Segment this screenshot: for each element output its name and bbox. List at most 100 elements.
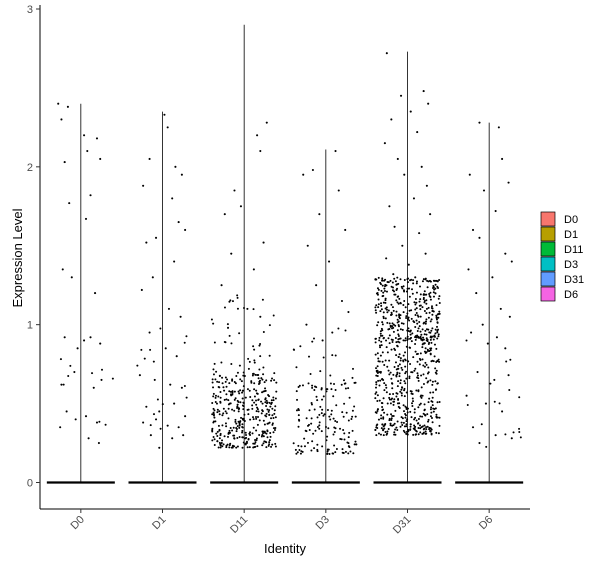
data-point: [213, 362, 216, 365]
data-point: [152, 360, 155, 363]
data-point: [95, 137, 99, 140]
data-point: [218, 437, 221, 440]
data-point: [414, 416, 417, 419]
data-point: [214, 378, 217, 381]
data-point: [273, 409, 276, 412]
data-point: [258, 344, 261, 347]
data-point: [409, 333, 412, 336]
data-point: [216, 380, 219, 383]
data-point: [405, 430, 408, 433]
data-point: [142, 184, 145, 187]
data-point: [519, 436, 522, 439]
data-point: [409, 346, 412, 349]
data-point: [244, 442, 247, 445]
data-point: [424, 252, 427, 255]
data-point: [383, 287, 386, 290]
data-point: [244, 396, 247, 399]
data-point: [94, 292, 97, 295]
data-point: [229, 390, 232, 393]
data-point: [407, 360, 410, 363]
data-point: [399, 357, 402, 360]
data-point: [510, 260, 513, 263]
data-point: [228, 402, 231, 405]
data-point: [212, 392, 215, 395]
data-point: [143, 357, 146, 360]
data-point: [238, 332, 241, 335]
data-point: [231, 379, 234, 382]
data-point: [438, 416, 441, 419]
data-point: [222, 407, 225, 410]
data-point: [239, 420, 242, 423]
data-point: [248, 389, 251, 392]
data-point: [252, 345, 255, 348]
data-point: [386, 281, 389, 283]
data-point: [437, 328, 440, 331]
data-point: [421, 358, 424, 361]
data-point: [402, 311, 405, 314]
data-point: [231, 408, 234, 411]
data-point: [419, 431, 422, 434]
data-point: [342, 379, 345, 382]
legend-label-d11: D11: [564, 244, 583, 256]
data-point: [340, 299, 344, 303]
data-point: [422, 412, 425, 415]
data-point: [223, 435, 226, 438]
data-point: [434, 279, 437, 282]
data-point: [391, 322, 394, 325]
data-point: [228, 446, 231, 449]
data-point: [432, 291, 435, 294]
data-point: [412, 320, 415, 323]
legend-swatch-d0: [540, 211, 556, 227]
data-point: [59, 358, 62, 361]
data-point: [436, 313, 439, 316]
data-point: [414, 308, 417, 311]
data-point: [397, 333, 400, 336]
data-point: [305, 323, 308, 326]
data-point: [376, 410, 379, 413]
data-point: [273, 372, 276, 375]
data-point: [171, 197, 174, 200]
data-point: [259, 343, 262, 346]
data-point: [261, 298, 264, 301]
data-point: [271, 423, 274, 426]
data-point: [148, 331, 151, 334]
data-point: [236, 294, 239, 297]
data-point: [414, 335, 417, 338]
data-point: [465, 339, 468, 342]
data-point: [306, 441, 309, 444]
data-point: [241, 391, 244, 394]
data-point: [501, 157, 504, 160]
data-point: [402, 421, 405, 424]
data-point: [339, 438, 342, 441]
data-point: [262, 435, 265, 438]
data-point: [111, 377, 114, 380]
data-point: [217, 446, 220, 449]
data-point: [65, 410, 68, 413]
data-point: [237, 420, 240, 423]
data-point: [410, 340, 413, 343]
data-point: [241, 436, 244, 439]
data-point: [410, 416, 413, 419]
data-point: [235, 430, 238, 433]
data-point: [389, 325, 392, 328]
data-point: [385, 257, 388, 260]
data-point: [396, 301, 399, 304]
data-point: [470, 331, 473, 334]
data-point: [402, 303, 405, 306]
data-point: [388, 417, 391, 420]
data-point: [292, 348, 295, 351]
data-point: [404, 416, 407, 419]
data-point: [374, 341, 377, 344]
data-point: [405, 290, 408, 293]
data-point: [408, 375, 411, 378]
data-point: [417, 422, 420, 425]
data-point: [267, 410, 270, 413]
data-point: [414, 350, 417, 353]
data-point: [381, 277, 384, 280]
data-point: [475, 292, 478, 295]
data-point: [241, 429, 244, 432]
data-point: [261, 391, 264, 394]
data-point: [376, 324, 379, 327]
data-point: [382, 311, 385, 314]
data-point: [221, 414, 224, 417]
